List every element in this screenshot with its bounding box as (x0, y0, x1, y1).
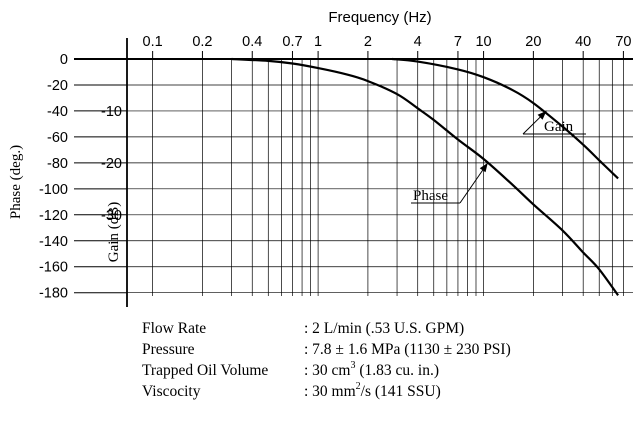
gain-annotation-label: Gain (544, 119, 574, 135)
value-prefix: : 30 cm (304, 362, 351, 379)
condition-value: : 30 mm2/s (141 SSU) (304, 381, 511, 402)
x-tick-label: 10 (475, 34, 491, 50)
phase-tick-label: -100 (39, 182, 68, 198)
condition-value: : 7.8 ± 1.6 MPa (1130 ± 230 PSI) (304, 341, 511, 358)
condition-label: Viscocity (142, 383, 201, 400)
gain-tick-label: -20 (101, 156, 122, 172)
condition-value: : 2 L/min (.53 U.S. GPM) (304, 320, 465, 337)
gain-curve (391, 57, 619, 180)
value-suffix: (1.83 cu. in.) (355, 362, 440, 379)
tick-labels: 0.1 0.2 0.4 0.7 1 2 4 7 10 20 40 70 Frequency (Hz) 0 -… (8, 9, 631, 302)
condition-row-trapped-oil-volume: Trapped Oil Volume : 30 cm3 (1.83 cu. in… (142, 360, 511, 381)
x-tick-label: 20 (525, 34, 541, 50)
condition-label: Trapped Oil Volume (142, 362, 269, 379)
phase-tick-label: -180 (39, 286, 68, 302)
condition-row-flow-rate: Flow Rate : 2 L/min (.53 U.S. GPM) (142, 318, 511, 339)
value-prefix: : 30 mm (304, 383, 356, 400)
phase-tick-label: -80 (47, 156, 68, 172)
condition-value: : 30 cm3 (1.83 cu. in.) (304, 360, 511, 381)
gain-tick-label: -30 (101, 208, 122, 224)
phase-axis-label: Phase (deg.) (8, 145, 24, 219)
phase-tick-label: -20 (47, 78, 68, 94)
gain-arrow-head (537, 110, 547, 120)
condition-row-viscosity: Viscocity : 30 mm2/s (141 SSU) (142, 381, 511, 402)
x-tick-label: 0.7 (282, 34, 302, 50)
annotations: Gain Phase (411, 110, 586, 204)
phase-tick-label: -40 (47, 104, 68, 120)
phase-arrow-head (479, 162, 488, 173)
axes (74, 38, 633, 307)
condition-label: Flow Rate (142, 320, 207, 337)
condition-row-pressure: Pressure : 7.8 ± 1.6 MPa (1130 ± 230 PSI… (142, 339, 511, 360)
x-axis-label: Frequency (Hz) (328, 9, 431, 26)
x-tick-label: 2 (364, 34, 372, 50)
x-tick-label: 70 (615, 34, 631, 50)
gain-tick-label: -10 (101, 104, 122, 120)
phase-tick-label: 0 (60, 52, 68, 68)
test-conditions-table: Flow Rate : 2 L/min (.53 U.S. GPM) Press… (142, 318, 511, 402)
x-tick-label: 1 (314, 34, 322, 50)
phase-tick-label: -140 (39, 234, 68, 250)
curves (231, 57, 619, 296)
phase-tick-label: -160 (39, 260, 68, 276)
phase-curve (231, 57, 619, 296)
x-tick-label: 0.1 (143, 34, 163, 50)
x-tick-label: 40 (575, 34, 591, 50)
phase-annotation-label: Phase (413, 188, 448, 204)
x-tick-label: 4 (414, 34, 422, 50)
gain-axis-label: Gain (dB) (106, 202, 122, 262)
condition-label: Pressure (142, 341, 195, 358)
x-tick-label: 0.4 (242, 34, 262, 50)
x-tick-label: 7 (454, 34, 462, 50)
unit-superscript: 2 (355, 380, 361, 392)
value-suffix: /s (141 SSU) (360, 383, 441, 400)
phase-tick-label: -60 (47, 130, 68, 146)
phase-tick-label: -120 (39, 208, 68, 224)
grid-lines (127, 59, 633, 296)
unit-superscript: 3 (350, 359, 356, 371)
x-tick-label: 0.2 (192, 34, 212, 50)
